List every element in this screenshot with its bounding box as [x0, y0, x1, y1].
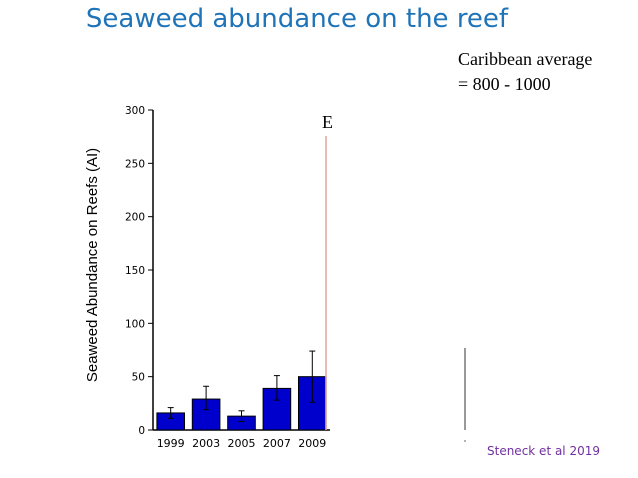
x-tick-label: 2005: [228, 437, 256, 450]
x-tick-labels: 1999 2003 2005 2007 2009: [157, 437, 327, 450]
slide-title: Seaweed abundance on the reef: [85, 4, 509, 34]
note-line-2: = 800 - 1000: [458, 74, 551, 94]
y-ticks: 0 50 100 150 200 250 300: [125, 105, 153, 437]
x-tick-label: 1999: [157, 437, 185, 450]
y-axis-label: Seaweed Abundance on Reefs (AI): [84, 148, 101, 382]
decorations: E: [322, 112, 466, 442]
y-tick-label: 150: [125, 265, 145, 277]
x-tick-label: 2009: [298, 437, 326, 450]
error-bars: [167, 350, 316, 422]
y-tick-label: 50: [132, 372, 145, 384]
y-tick-label: 200: [125, 212, 145, 224]
y-tick-label: 300: [125, 105, 145, 117]
y-tick-label: 250: [125, 158, 145, 170]
y-tick-label: 0: [138, 425, 145, 437]
y-axis-label-group: Seaweed Abundance on Reefs (AI): [84, 148, 101, 382]
bars: [156, 376, 327, 431]
caribbean-average-note: Caribbean average = 800 - 1000: [458, 47, 592, 97]
citation: Steneck et al 2019: [487, 444, 600, 458]
stray-glyph: E: [322, 112, 333, 132]
bar: [262, 387, 292, 431]
note-line-1: Caribbean average: [458, 49, 593, 69]
y-tick-label: 100: [125, 318, 145, 330]
x-tick-label: 2007: [263, 437, 291, 450]
x-tick-label: 2003: [192, 437, 220, 450]
